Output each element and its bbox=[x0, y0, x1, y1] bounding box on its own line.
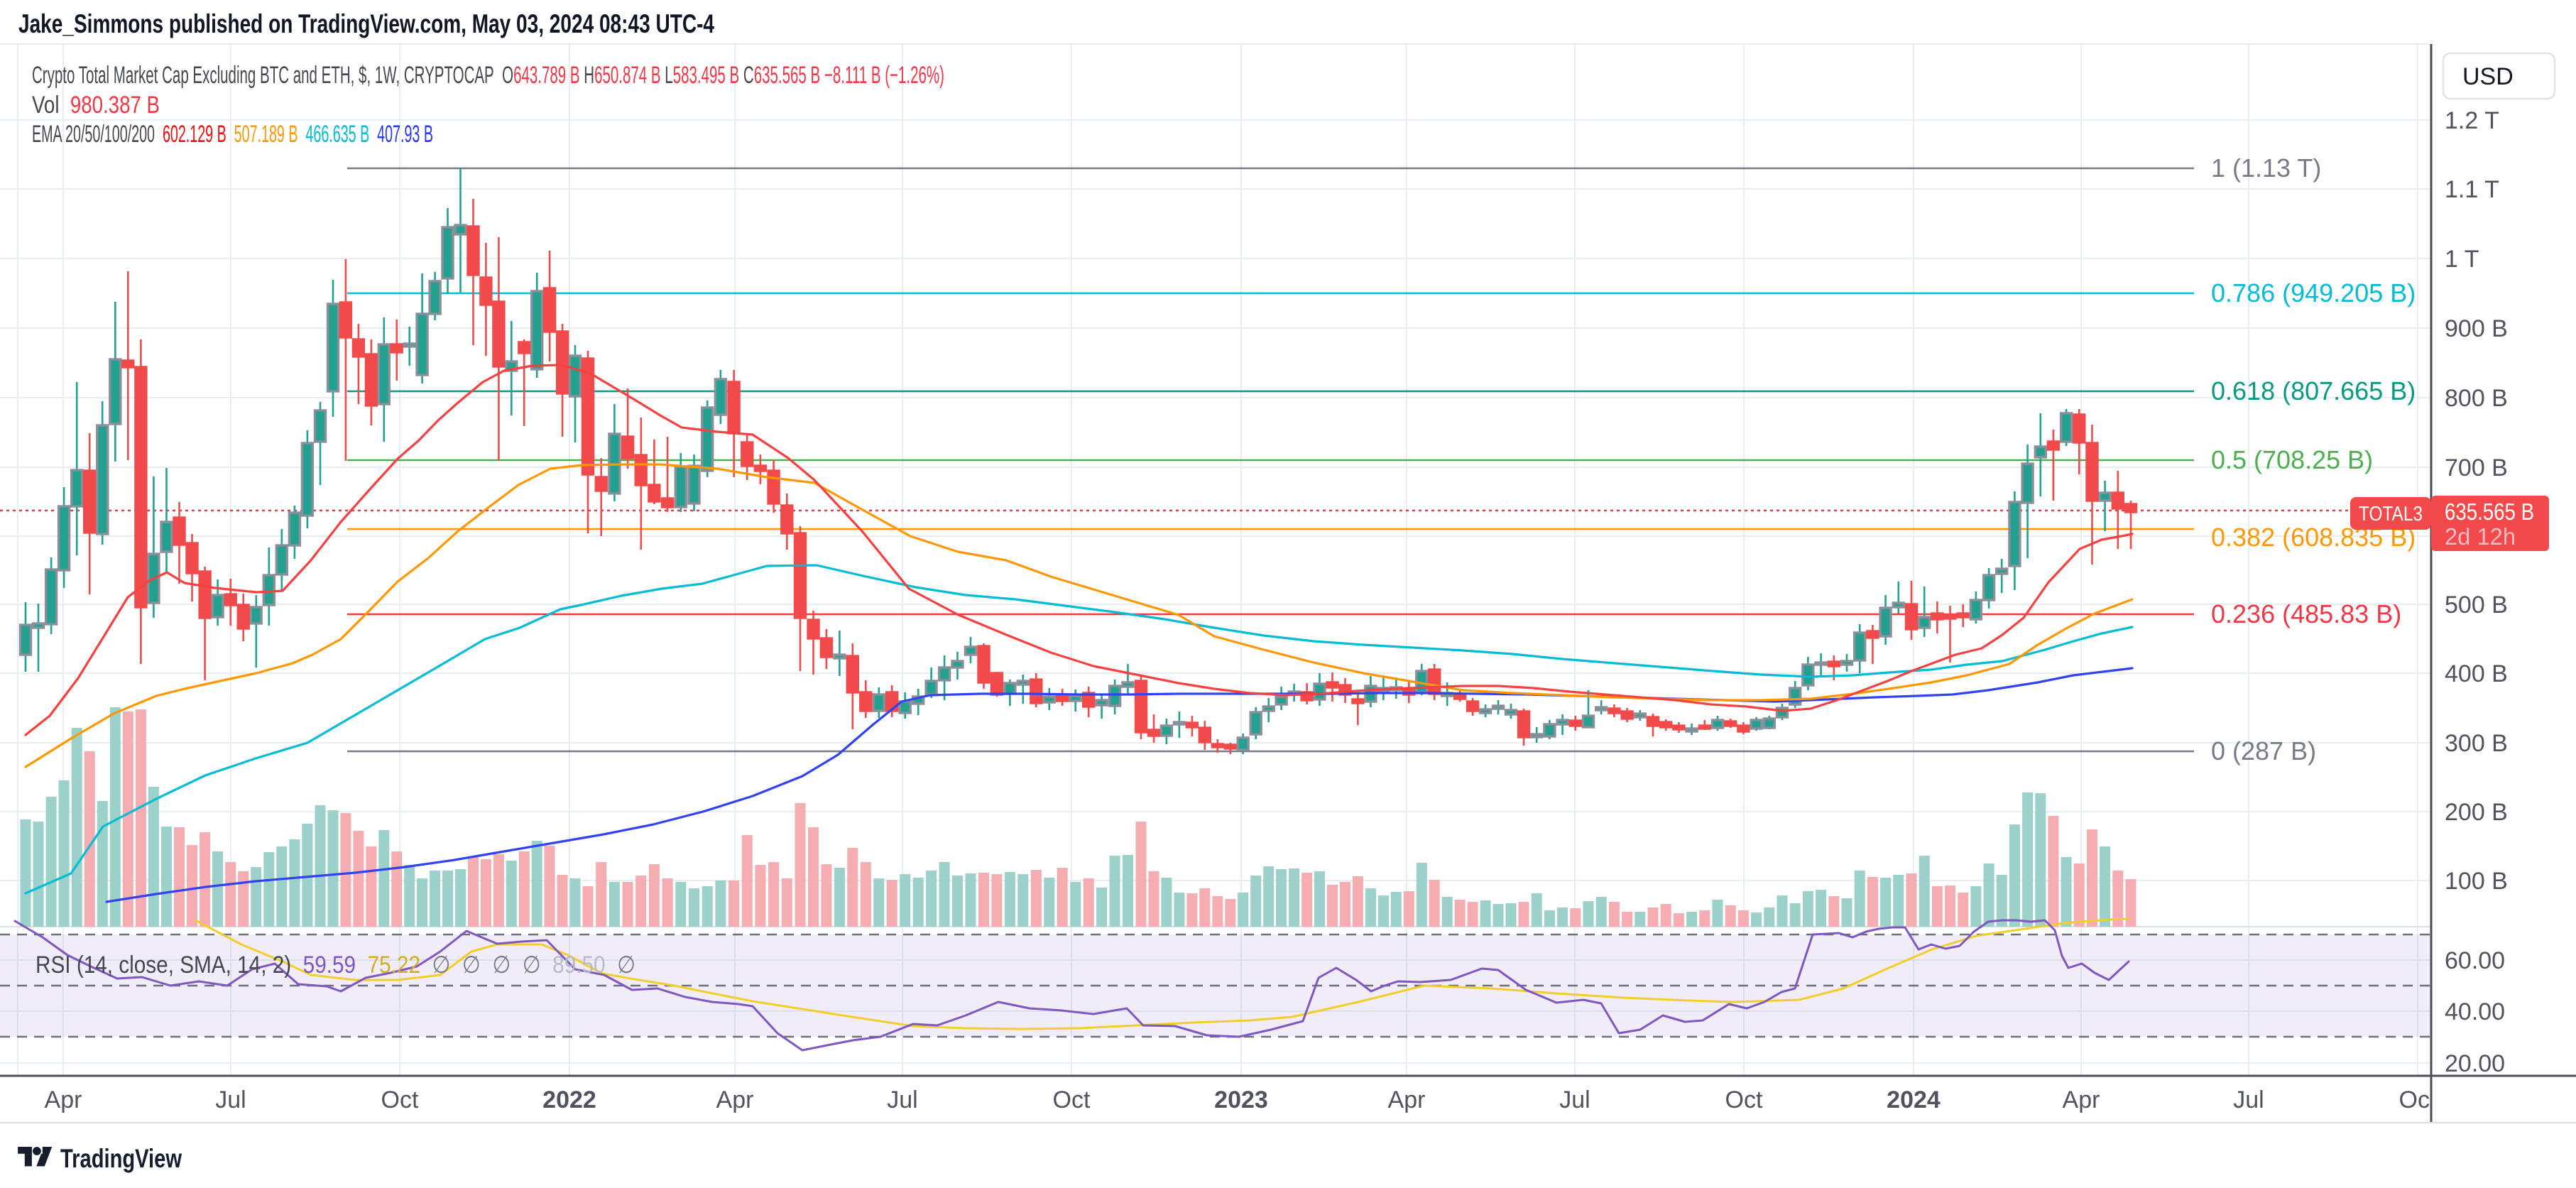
svg-text:Oct: Oct bbox=[381, 1086, 419, 1113]
svg-text:Jake_Simmons published on Trad: Jake_Simmons published on TradingView.co… bbox=[18, 9, 714, 38]
svg-text:TradingView: TradingView bbox=[60, 1144, 182, 1173]
svg-text:0.786 (949.205 B): 0.786 (949.205 B) bbox=[2211, 278, 2416, 307]
svg-text:Vol 980.387 B: Vol 980.387 B bbox=[32, 92, 160, 119]
svg-text:Jul: Jul bbox=[2233, 1086, 2264, 1113]
svg-text:400 B: 400 B bbox=[2445, 660, 2508, 687]
svg-text:Crypto Total Market Cap Exclud: Crypto Total Market Cap Excluding BTC an… bbox=[32, 62, 944, 89]
svg-text:300 B: 300 B bbox=[2445, 730, 2508, 757]
svg-text:TOTAL3: TOTAL3 bbox=[2359, 503, 2423, 525]
svg-text:Jul: Jul bbox=[1559, 1086, 1590, 1113]
svg-text:1.1 T: 1.1 T bbox=[2445, 176, 2499, 203]
svg-text:1 T: 1 T bbox=[2445, 246, 2479, 273]
svg-text:635.565 B: 635.565 B bbox=[2445, 498, 2534, 525]
svg-text:Apr: Apr bbox=[1388, 1086, 1426, 1113]
svg-text:Oct: Oct bbox=[2399, 1086, 2437, 1113]
svg-text:Jul: Jul bbox=[215, 1086, 246, 1113]
svg-text:1.2 T: 1.2 T bbox=[2445, 107, 2499, 134]
svg-text:EMA 20/50/100/200 602.129 B: EMA 20/50/100/200 602.129 B 507.189 B 46… bbox=[32, 121, 433, 148]
svg-text:200 B: 200 B bbox=[2445, 799, 2508, 826]
svg-text:RSI (14, close, SMA, 14, 2) 5: RSI (14, close, SMA, 14, 2) 59.59 75.22 … bbox=[36, 952, 635, 979]
svg-text:100 B: 100 B bbox=[2445, 868, 2508, 895]
svg-text:2d 12h: 2d 12h bbox=[2445, 523, 2516, 550]
svg-text:60.00: 60.00 bbox=[2445, 947, 2505, 974]
svg-text:Apr: Apr bbox=[716, 1086, 754, 1113]
svg-text:0 (287 B): 0 (287 B) bbox=[2211, 736, 2316, 765]
svg-text:700 B: 700 B bbox=[2445, 454, 2508, 481]
svg-text:2023: 2023 bbox=[1214, 1086, 1268, 1113]
svg-text:900 B: 900 B bbox=[2445, 315, 2508, 342]
svg-text:800 B: 800 B bbox=[2445, 385, 2508, 412]
svg-text:Oct: Oct bbox=[1725, 1086, 1763, 1113]
svg-text:40.00: 40.00 bbox=[2445, 998, 2505, 1025]
svg-text:2022: 2022 bbox=[542, 1086, 596, 1113]
svg-text:Oct: Oct bbox=[1053, 1086, 1091, 1113]
svg-text:1 (1.13 T): 1 (1.13 T) bbox=[2211, 153, 2321, 182]
svg-text:Jul: Jul bbox=[887, 1086, 917, 1113]
svg-text:0.236 (485.83 B): 0.236 (485.83 B) bbox=[2211, 599, 2401, 628]
svg-text:0.5 (708.25 B): 0.5 (708.25 B) bbox=[2211, 445, 2373, 474]
svg-text:2024: 2024 bbox=[1887, 1086, 1941, 1113]
svg-text:Apr: Apr bbox=[2063, 1086, 2100, 1113]
svg-text:500 B: 500 B bbox=[2445, 592, 2508, 618]
svg-text:Apr: Apr bbox=[45, 1086, 82, 1113]
svg-text:20.00: 20.00 bbox=[2445, 1050, 2505, 1077]
svg-text:0.618 (807.665 B): 0.618 (807.665 B) bbox=[2211, 376, 2416, 405]
svg-text:USD: USD bbox=[2462, 63, 2514, 90]
